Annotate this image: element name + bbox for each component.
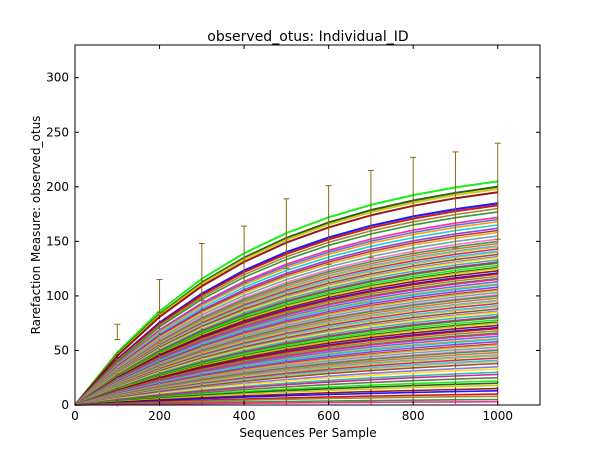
x-tick-label: 0 xyxy=(71,409,79,423)
x-tick-label: 200 xyxy=(148,409,171,423)
error-bar xyxy=(283,198,290,270)
y-tick-label: 300 xyxy=(46,71,69,85)
y-tick-label: 200 xyxy=(46,180,69,194)
error-bar xyxy=(452,151,459,249)
error-bar xyxy=(241,225,248,284)
error-bar xyxy=(156,279,163,313)
error-bar xyxy=(325,185,332,265)
error-bar xyxy=(114,323,121,341)
series-layer xyxy=(74,179,499,407)
error-bar xyxy=(410,156,417,254)
y-tick-label: 250 xyxy=(46,125,69,139)
error-bar xyxy=(494,142,501,240)
x-tick-label: 1000 xyxy=(482,409,513,423)
error-bar xyxy=(367,169,374,259)
y-tick-label: 0 xyxy=(61,398,69,412)
x-axis-label: Sequences Per Sample xyxy=(239,426,376,440)
x-axis: 0 200 400 600 800 1000 xyxy=(71,45,513,423)
errorbar-layer xyxy=(114,142,501,341)
chart-title: observed_otus: Individual_ID xyxy=(207,29,408,45)
y-axis: 0 50 100 150 200 250 300 xyxy=(46,71,540,412)
y-tick-label: 150 xyxy=(46,234,69,248)
y-tick-label: 50 xyxy=(54,343,69,357)
x-tick-label: 600 xyxy=(317,409,340,423)
x-tick-label: 400 xyxy=(233,409,256,423)
plot-frame xyxy=(74,44,541,406)
y-tick-label: 100 xyxy=(46,289,69,303)
x-tick-label: 800 xyxy=(402,409,425,423)
y-axis-label: Rarefaction Measure: observed_otus xyxy=(29,116,43,335)
error-bar xyxy=(198,243,205,301)
